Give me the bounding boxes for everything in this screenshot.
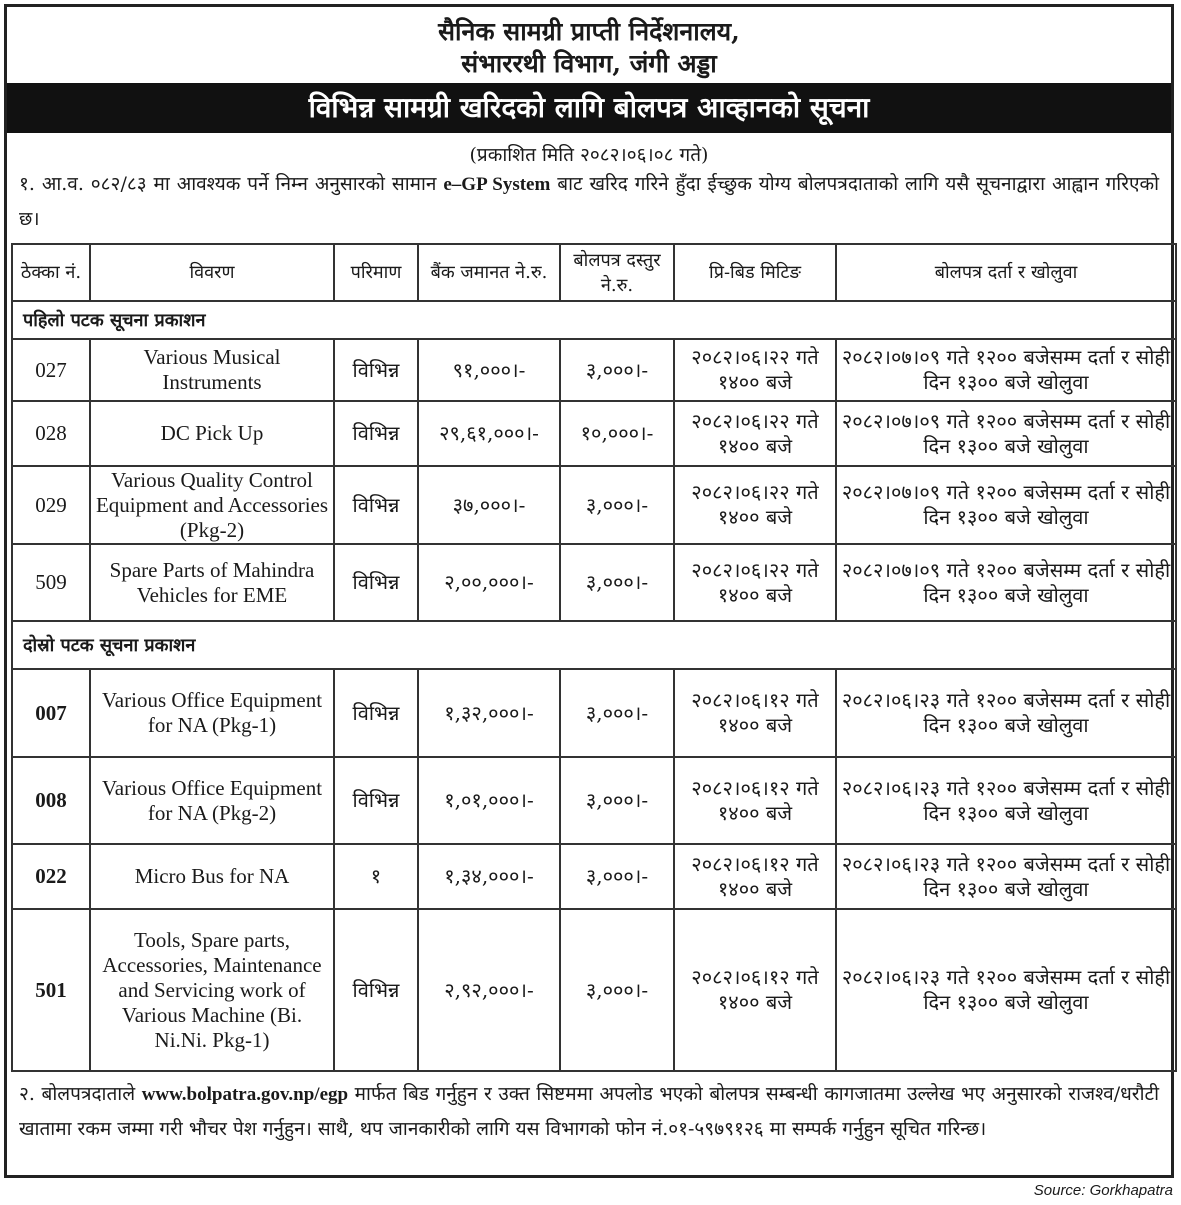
header-bid-fee: बोलपत्र दस्तुर ने.रु. [559,243,675,302]
cell-description: DC Pick Up [89,400,335,467]
section-title: पहिलो पटक सूचना प्रकाशन [11,300,1177,340]
cell-submission-opening: २०८२।०६।२३ गते १२०० बजेसम्म दर्ता र सोही… [835,756,1177,845]
cell-contract-no: 027 [11,338,91,402]
source-credit: Source: Gorkhapatra [1033,1182,1173,1199]
cell-submission-opening: २०८२।०६।२३ गते १२०० बजेसम्म दर्ता र सोही… [835,668,1177,758]
cell-bid-fee: ३,०००।- [559,465,675,545]
cell-quantity: विभिन्न [333,543,419,622]
header-bank-guarantee: बैंक जमानत ने.रु. [417,243,561,302]
para2-text: २. बोलपत्रदाताले [19,1083,142,1105]
section-row: दोस्रो पटक सूचना प्रकाशन [11,620,1177,670]
cell-prebid-meeting: २०८२।०६।२२ गते १४०० बजे [673,543,837,622]
paragraph-1: १. आ.व. ०८२/८३ मा आवश्यक पर्ने निम्न अनु… [19,167,1159,236]
cell-contract-no: 008 [11,756,91,845]
cell-description: Various Office Equipment for NA (Pkg-1) [89,668,335,758]
cell-prebid-meeting: २०८२।०६।२२ गते १४०० बजे [673,400,837,467]
cell-bid-fee: ३,०००।- [559,338,675,402]
issuer-line-1: सैनिक सामग्री प्राप्ती निर्देशनालय, [438,17,740,46]
table-row: 029 Various Quality Control Equipment and… [11,465,1177,545]
cell-bid-fee: ३,०००।- [559,756,675,845]
cell-submission-opening: २०८२।०७।०९ गते १२०० बजेसम्म दर्ता र सोही… [835,543,1177,622]
notice-title: विभिन्न सामग्री खरिदको लागि बोलपत्र आव्ह… [7,83,1171,133]
cell-bank-guarantee: १,३२,०००।- [417,668,561,758]
cell-submission-opening: २०८२।०७।०९ गते १२०० बजेसम्म दर्ता र सोही… [835,338,1177,402]
table-row: 501 Tools, Spare parts, Accessories, Main… [11,908,1177,1072]
cell-quantity: विभिन्न [333,465,419,545]
cell-contract-no: 022 [11,843,91,910]
cell-quantity: विभिन्न [333,400,419,467]
cell-prebid-meeting: २०८२।०६।२२ गते १४०० बजे [673,465,837,545]
cell-bid-fee: ३,०००।- [559,908,675,1072]
cell-submission-opening: २०८२।०६।२३ गते १२०० बजेसम्म दर्ता र सोही… [835,908,1177,1072]
section-row: पहिलो पटक सूचना प्रकाशन [11,300,1177,340]
cell-prebid-meeting: २०८२।०६।२२ गते १४०० बजे [673,338,837,402]
para2-text-end: मार्फत बिड गर्नुहुन र उक्त सिष्टममा अपलो… [19,1083,1159,1140]
cell-submission-opening: २०८२।०७।०९ गते १२०० बजेसम्म दर्ता र सोही… [835,400,1177,467]
cell-description: Micro Bus for NA [89,843,335,910]
cell-description: Various Office Equipment for NA (Pkg-2) [89,756,335,845]
cell-prebid-meeting: २०८२।०६।१२ गते १४०० बजे [673,843,837,910]
bolpatra-link[interactable]: www.bolpatra.gov.np/egp [141,1084,349,1105]
table-row: 007 Various Office Equipment for NA (Pkg-… [11,668,1177,758]
cell-bid-fee: ३,०००।- [559,843,675,910]
cell-bank-guarantee: २,९२,०००।- [417,908,561,1072]
cell-contract-no: 029 [11,465,91,545]
header-prebid-meeting: प्रि-बिड मिटिङ [673,243,837,302]
paragraph-2: २. बोलपत्रदाताले www.bolpatra.gov.np/egp… [19,1077,1159,1146]
cell-description: Various Musical Instruments [89,338,335,402]
issuer-line-2: संभाररथी विभाग, जंगी अड्डा [461,49,717,78]
cell-quantity: विभिन्न [333,668,419,758]
cell-contract-no: 509 [11,543,91,622]
cell-description: Various Quality Control Equipment and Ac… [89,465,335,545]
cell-quantity: विभिन्न [333,756,419,845]
header-quantity: परिमाण [333,243,419,302]
cell-contract-no: 007 [11,668,91,758]
cell-bid-fee: ३,०००।- [559,543,675,622]
table-row: 008 Various Office Equipment for NA (Pkg-… [11,756,1177,845]
cell-bid-fee: ३,०००।- [559,668,675,758]
cell-quantity: विभिन्न [333,338,419,402]
para1-text: १. आ.व. ०८२/८३ मा आवश्यक पर्ने निम्न अनु… [19,173,444,195]
tender-table: ठेक्का नं. विवरण परिमाण बैंक जमानत ने.रु. बो… [11,243,1177,1072]
cell-quantity: १ [333,843,419,910]
table-row: 509 Spare Parts of Mahindra Vehicles for … [11,543,1177,622]
cell-bank-guarantee: ९१,०००।- [417,338,561,402]
cell-submission-opening: २०८२।०७।०९ गते १२०० बजेसम्म दर्ता र सोही… [835,465,1177,545]
cell-description: Spare Parts of Mahindra Vehicles for EME [89,543,335,622]
cell-bank-guarantee: २९,६१,०००।- [417,400,561,467]
published-date: (प्रकाशित मिति २०८२।०६।०८ गते) [469,144,709,166]
cell-quantity: विभिन्न [333,908,419,1072]
header-submission-opening: बोलपत्र दर्ता र खोलुवा [835,243,1177,302]
cell-submission-opening: २०८२।०६।२३ गते १२०० बजेसम्म दर्ता र सोही… [835,843,1177,910]
cell-prebid-meeting: २०८२।०६।१२ गते १४०० बजे [673,908,837,1072]
cell-contract-no: 501 [11,908,91,1072]
cell-bid-fee: १०,०००।- [559,400,675,467]
cell-contract-no: 028 [11,400,91,467]
header-description: विवरण [89,243,335,302]
cell-prebid-meeting: २०८२।०६।१२ गते १४०० बजे [673,668,837,758]
cell-prebid-meeting: २०८२।०६।१२ गते १४०० बजे [673,756,837,845]
cell-bank-guarantee: १,०१,०००।- [417,756,561,845]
table-row: 022 Micro Bus for NA १ १,३४,०००।- ३,०००।- २०८… [11,843,1177,910]
para1-text-end: बाट खरिद गरिने हुँदा ईच्छुक योग्य बोलपत्… [19,173,1159,230]
table-header-row: ठेक्का नं. विवरण परिमाण बैंक जमानत ने.रु. बो… [11,243,1177,302]
header-contract-no: ठेक्का नं. [11,243,91,302]
cell-description: Tools, Spare parts, Accessories, Mainten… [89,908,335,1072]
section-title: दोस्रो पटक सूचना प्रकाशन [11,620,1177,670]
cell-bank-guarantee: २,००,०००।- [417,543,561,622]
cell-bank-guarantee: ३७,०००।- [417,465,561,545]
table-row: 027 Various Musical Instruments विभिन्न ९१,… [11,338,1177,402]
egp-system-text: e–GP System [443,174,551,195]
table-row: 028 DC Pick Up विभिन्न २९,६१,०००।- १०,०००।- २… [11,400,1177,467]
cell-bank-guarantee: १,३४,०००।- [417,843,561,910]
notice-frame: सैनिक सामग्री प्राप्ती निर्देशनालय, संभा… [4,4,1177,1178]
